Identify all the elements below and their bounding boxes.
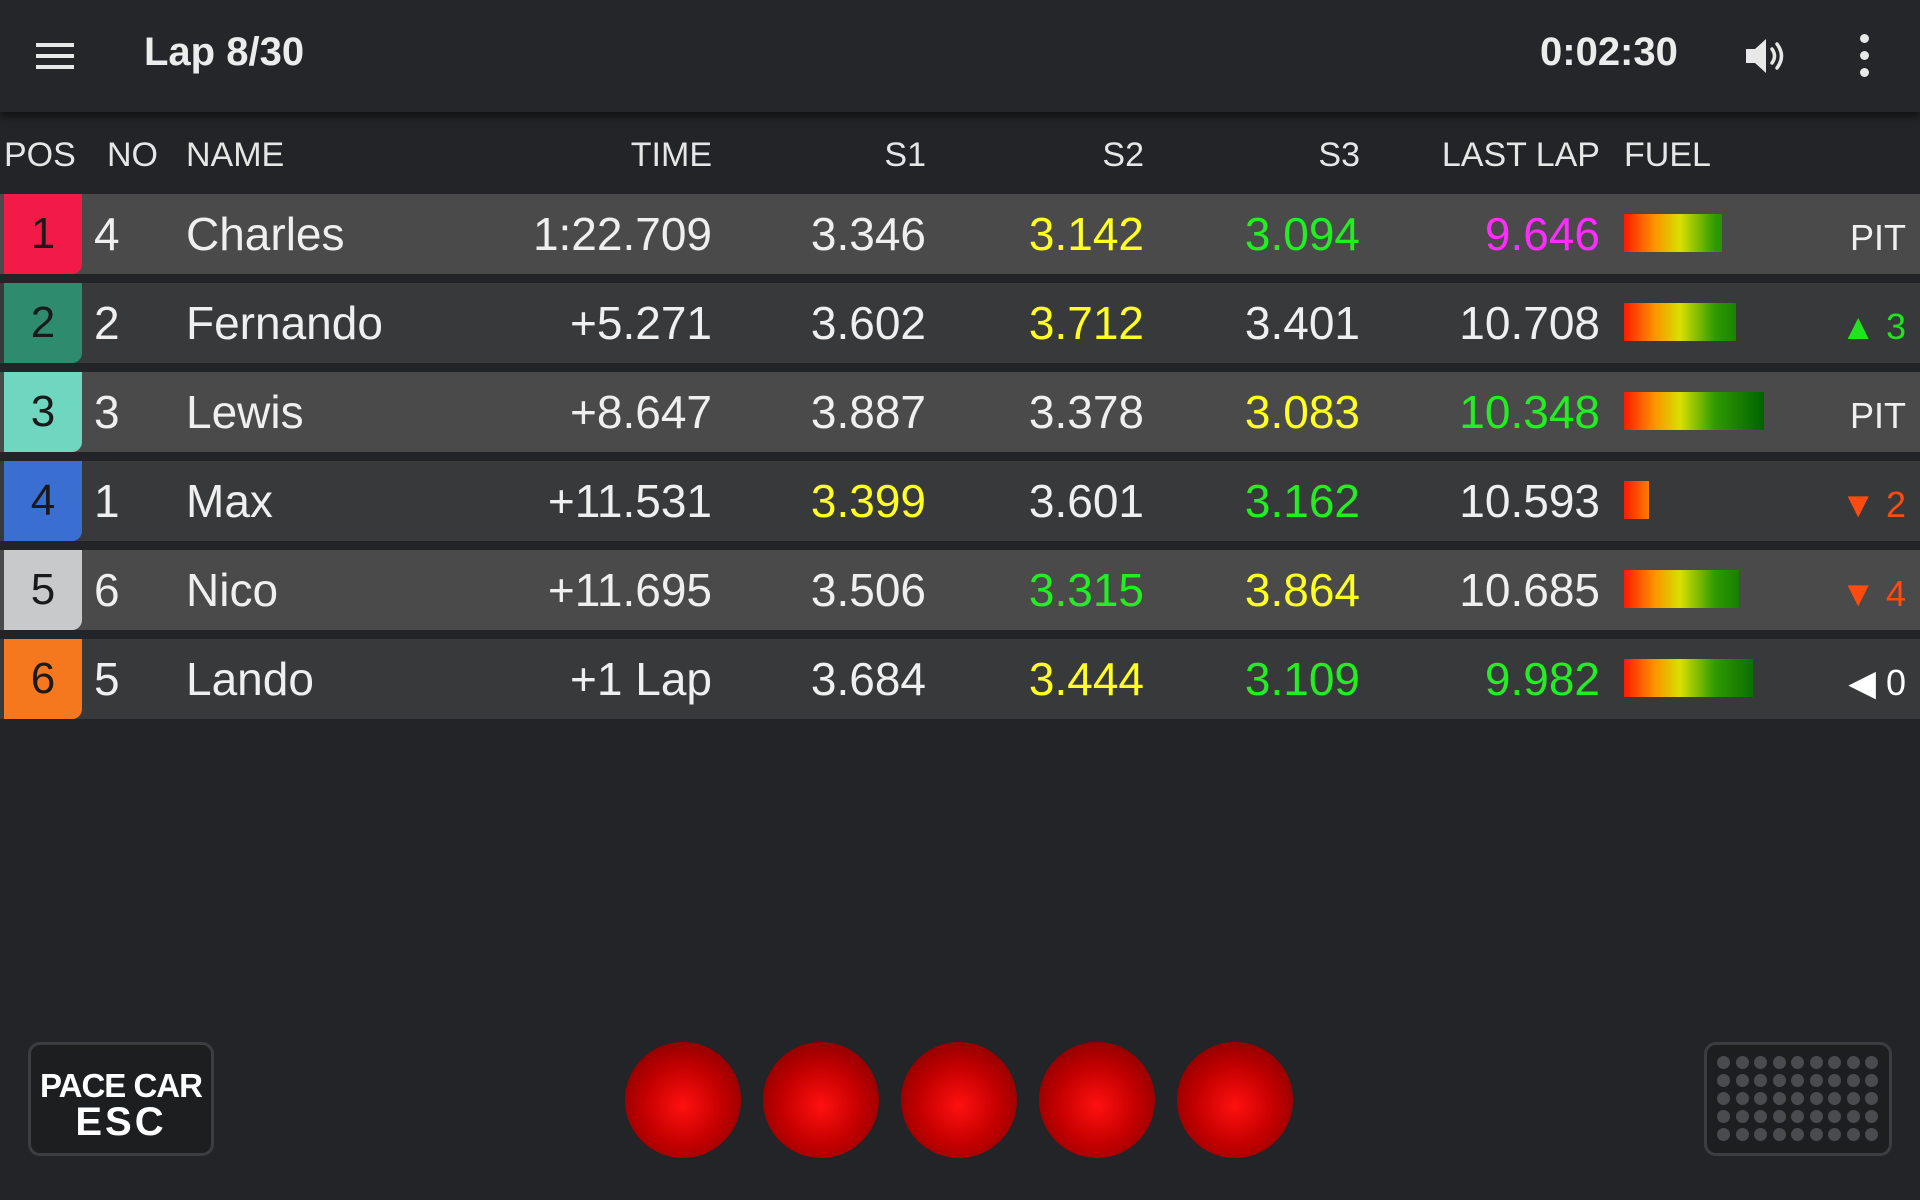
last-lap: 10.348 <box>1459 386 1600 438</box>
gap-time: +11.531 <box>547 475 712 527</box>
sector-1: 3.506 <box>810 564 926 616</box>
col-header-s1: S1 <box>884 136 926 174</box>
fuel-bar <box>1624 303 1736 341</box>
volume-icon[interactable] <box>1744 36 1790 76</box>
gap-time: 1:22.709 <box>532 208 712 260</box>
sector-3: 3.109 <box>1244 653 1360 705</box>
table-row[interactable]: 6 5 Lando +1 Lap 3.684 3.444 3.109 9.982 ◀ 0 <box>0 639 1920 719</box>
col-header-last-lap: LAST LAP <box>1441 136 1600 174</box>
position-badge: 6 <box>4 639 82 719</box>
gap-time: +1 Lap <box>570 653 712 705</box>
sector-3: 3.083 <box>1244 386 1360 438</box>
race-clock: 0:02:30 <box>1540 30 1678 74</box>
car-number: 2 <box>94 297 120 349</box>
sector-2: 3.444 <box>1028 653 1144 705</box>
start-light <box>1039 1042 1155 1158</box>
position-change: ▼ 2 <box>1840 484 1906 525</box>
table-row[interactable]: 1 4 Charles 1:22.709 3.346 3.142 3.094 9.646 PIT <box>0 194 1920 274</box>
sector-1: 3.399 <box>810 475 926 527</box>
sector-3: 3.401 <box>1244 297 1360 349</box>
col-header-fuel: FUEL <box>1624 136 1711 174</box>
position-change: ▼ 4 <box>1840 573 1906 614</box>
last-lap: 10.593 <box>1459 475 1600 527</box>
col-header-name: NAME <box>186 136 285 174</box>
position-badge: 5 <box>4 550 82 630</box>
table-row[interactable]: 2 2 Fernando +5.271 3.602 3.712 3.401 10.708 ▲ 3 <box>0 283 1920 363</box>
sector-3: 3.864 <box>1244 564 1360 616</box>
sector-3: 3.162 <box>1244 475 1360 527</box>
car-number: 5 <box>94 653 120 705</box>
start-light <box>901 1042 1017 1158</box>
position-change: ▲ 3 <box>1840 306 1906 347</box>
pace-car-button[interactable]: PACE CAR ESC <box>28 1042 214 1156</box>
sector-1: 3.684 <box>810 653 926 705</box>
fuel-bar <box>1624 214 1722 252</box>
sector-2: 3.315 <box>1028 564 1144 616</box>
fuel-bar <box>1624 481 1649 519</box>
pace-car-label: PACE CAR <box>40 1067 203 1104</box>
driver-name: Nico <box>186 564 279 616</box>
position-change: ◀ 0 <box>1848 662 1906 703</box>
driver-name: Fernando <box>186 297 383 349</box>
gap-time: +11.695 <box>547 564 712 616</box>
pit-status: PIT <box>1849 395 1906 436</box>
more-vert-icon[interactable] <box>1852 34 1876 78</box>
sector-1: 3.346 <box>810 208 926 260</box>
start-light <box>625 1042 741 1158</box>
last-lap: 9.982 <box>1484 653 1600 705</box>
start-light <box>763 1042 879 1158</box>
sector-2: 3.378 <box>1028 386 1144 438</box>
sector-1: 3.887 <box>810 386 926 438</box>
driver-name: Max <box>186 475 273 527</box>
gap-time: +5.271 <box>570 297 712 349</box>
driver-name: Lando <box>186 653 314 705</box>
car-number: 3 <box>94 386 120 438</box>
col-header-no: NO <box>107 136 158 174</box>
table-row[interactable]: 5 6 Nico +11.695 3.506 3.315 3.864 10.685 ▼ 4 <box>0 550 1920 630</box>
keypad-icon[interactable] <box>1704 1042 1892 1156</box>
lap-counter: Lap 8/30 <box>144 30 305 74</box>
last-lap: 9.646 <box>1484 208 1600 260</box>
last-lap: 10.685 <box>1459 564 1600 616</box>
col-header-pos: POS <box>4 136 76 174</box>
sector-2: 3.601 <box>1028 475 1144 527</box>
position-badge: 3 <box>4 372 82 452</box>
fuel-bar <box>1624 659 1753 697</box>
driver-name: Charles <box>186 208 345 260</box>
position-badge: 1 <box>4 194 82 274</box>
car-number: 1 <box>94 475 120 527</box>
sector-2: 3.712 <box>1028 297 1144 349</box>
last-lap: 10.708 <box>1459 297 1600 349</box>
fuel-bar <box>1624 392 1764 430</box>
esc-label: ESC <box>75 1100 167 1144</box>
car-number: 4 <box>94 208 120 260</box>
sector-2: 3.142 <box>1028 208 1144 260</box>
pit-status: PIT <box>1849 217 1906 258</box>
fuel-bar <box>1624 570 1739 608</box>
position-badge: 2 <box>4 283 82 363</box>
col-header-time: TIME <box>630 136 712 174</box>
start-light <box>1177 1042 1293 1158</box>
sector-1: 3.602 <box>810 297 926 349</box>
menu-icon[interactable] <box>36 43 74 69</box>
table-row[interactable]: 3 3 Lewis +8.647 3.887 3.378 3.083 10.348 PIT <box>0 372 1920 452</box>
top-bar: Lap 8/30 0:02:30 <box>0 0 1920 112</box>
col-header-s3: S3 <box>1318 136 1360 174</box>
position-badge: 4 <box>4 461 82 541</box>
driver-name: Lewis <box>186 386 304 438</box>
table-row[interactable]: 4 1 Max +11.531 3.399 3.601 3.162 10.593 ▼ 2 <box>0 461 1920 541</box>
car-number: 6 <box>94 564 120 616</box>
col-header-s2: S2 <box>1102 136 1144 174</box>
sector-3: 3.094 <box>1244 208 1360 260</box>
gap-time: +8.647 <box>570 386 712 438</box>
